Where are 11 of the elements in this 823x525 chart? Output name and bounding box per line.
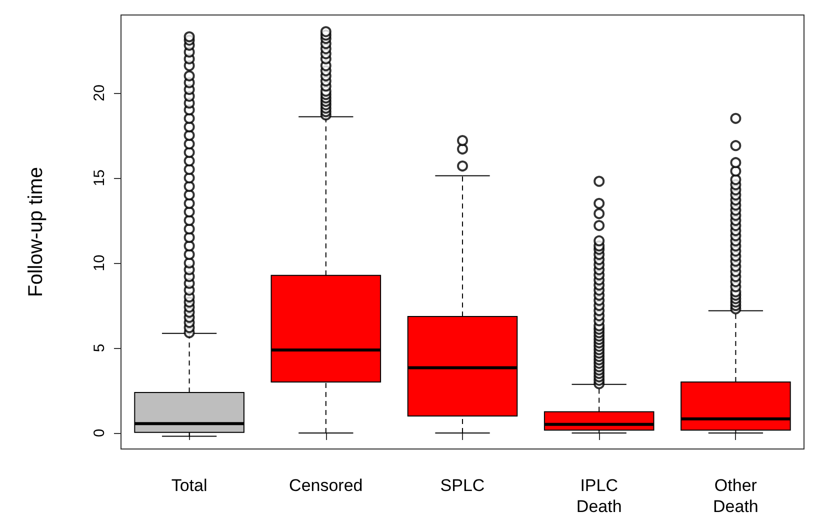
y-tick-label: 15 [91,170,108,186]
y-axis-title: Follow-up time [25,166,47,298]
x-tick-label: SPLC [440,476,485,495]
y-tick-label: 20 [91,84,108,102]
x-tick-label: IPLC Death [576,476,622,516]
y-tick-label: 5 [91,344,108,352]
x-tick-label: Total [171,476,208,495]
y-tick-label: 0 [91,428,108,438]
x-tick-label: Other Death [713,476,758,516]
y-tick-label: 10 [91,254,108,272]
x-tick-label: Censored [289,476,363,495]
